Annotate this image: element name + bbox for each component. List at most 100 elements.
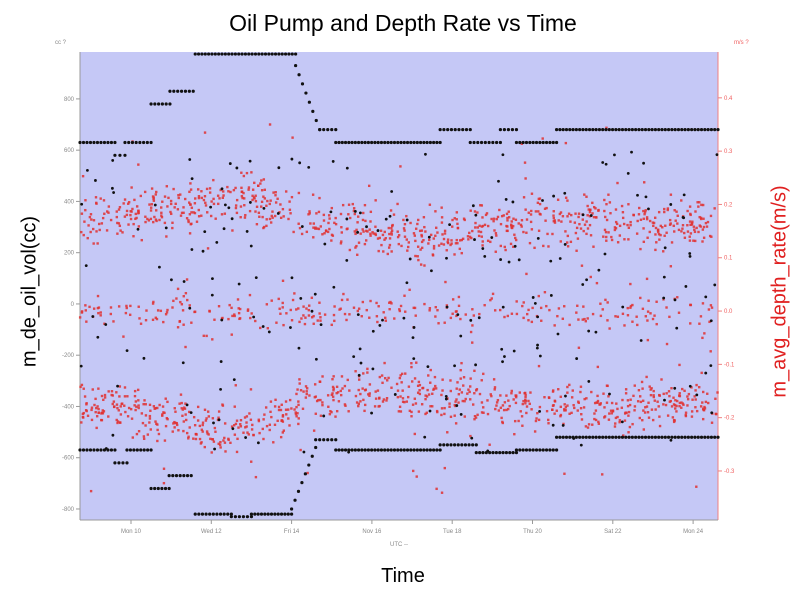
oil-volume-point (696, 128, 700, 132)
depth-rate-point (314, 412, 317, 415)
oil-volume-point (688, 254, 692, 258)
oil-volume-point (160, 102, 164, 106)
depth-rate-point (510, 389, 513, 393)
oil-volume-point (318, 128, 322, 132)
depth-rate-point (185, 278, 189, 281)
depth-rate-point (673, 209, 676, 212)
depth-rate-point (317, 398, 320, 402)
depth-rate-point (602, 235, 605, 238)
depth-rate-point (504, 248, 507, 252)
depth-rate-point (214, 430, 217, 433)
depth-rate-point (440, 407, 444, 410)
depth-rate-point (133, 394, 137, 398)
depth-rate-point (95, 426, 98, 430)
oil-volume-point (604, 435, 608, 439)
oil-volume-point (95, 448, 100, 452)
depth-rate-point (253, 181, 256, 185)
oil-volume-point (88, 448, 93, 452)
depth-rate-point (300, 232, 304, 236)
depth-rate-point (154, 420, 157, 423)
depth-rate-point (675, 210, 678, 213)
depth-rate-point (586, 426, 590, 429)
depth-rate-point (605, 218, 609, 222)
depth-rate-point (260, 179, 263, 182)
depth-rate-point (190, 206, 194, 209)
oil-volume-point (474, 443, 478, 447)
depth-rate-point (184, 197, 187, 201)
depth-rate-point (507, 399, 510, 402)
depth-rate-point (534, 419, 538, 423)
oil-volume-point (213, 447, 216, 451)
oil-volume-point (153, 203, 157, 207)
depth-rate-point (227, 317, 230, 321)
oil-volume-point (106, 140, 110, 145)
depth-rate-point (332, 398, 335, 402)
depth-rate-point (471, 324, 474, 327)
depth-rate-point (694, 389, 697, 392)
depth-rate-point (642, 240, 646, 244)
depth-rate-point (161, 200, 164, 203)
depth-rate-point (575, 226, 579, 230)
depth-rate-point (701, 203, 705, 207)
depth-rate-point (366, 371, 369, 374)
depth-rate-point (529, 213, 533, 216)
depth-rate-point (118, 395, 121, 398)
oil-volume-point (118, 153, 122, 157)
depth-rate-point (99, 197, 102, 200)
depth-rate-point (288, 208, 292, 211)
depth-rate-point (545, 206, 548, 210)
oil-volume-point (470, 436, 474, 440)
depth-rate-point (127, 201, 131, 204)
oil-volume-point (709, 319, 713, 323)
depth-rate-point (284, 190, 288, 193)
depth-rate-point (234, 384, 237, 387)
oil-volume-point (405, 218, 409, 222)
depth-rate-point (413, 377, 417, 380)
depth-rate-point (700, 203, 703, 207)
oil-volume-point (260, 52, 264, 56)
depth-rate-point (234, 206, 238, 210)
depth-rate-point (153, 215, 156, 219)
depth-rate-point (340, 240, 343, 243)
depth-rate-point (666, 208, 669, 212)
depth-rate-point (321, 403, 324, 407)
oil-volume-point (392, 140, 397, 145)
depth-rate-point (640, 380, 644, 384)
oil-volume-point (459, 334, 463, 338)
depth-rate-point (270, 299, 273, 302)
depth-rate-point (462, 376, 466, 379)
depth-rate-point (651, 221, 655, 224)
depth-rate-point (702, 408, 705, 412)
oil-volume-point (405, 140, 410, 145)
depth-rate-point (181, 414, 184, 418)
depth-rate-point (265, 303, 269, 306)
depth-rate-point (304, 385, 308, 388)
depth-rate-point (365, 239, 368, 242)
oil-volume-point (696, 435, 700, 439)
depth-rate-point (260, 189, 264, 192)
depth-rate-point (510, 226, 514, 230)
depth-rate-point (188, 410, 191, 414)
depth-rate-point (652, 224, 655, 228)
depth-rate-point (308, 394, 311, 397)
depth-rate-point (648, 385, 651, 388)
depth-rate-point (208, 187, 212, 190)
oil-volume-point (716, 435, 720, 439)
oil-volume-point (703, 435, 707, 439)
depth-rate-point (178, 320, 181, 323)
depth-rate-point (623, 412, 627, 415)
depth-rate-point (282, 215, 285, 218)
oil-volume-point (326, 438, 330, 442)
depth-rate-point (196, 188, 200, 191)
depth-rate-point (419, 263, 423, 266)
oil-volume-point (409, 448, 413, 452)
depth-rate-point (644, 315, 648, 318)
depth-rate-point (449, 415, 453, 419)
depth-rate-point (376, 320, 379, 324)
oil-volume-point (330, 438, 334, 442)
depth-rate-point (332, 387, 335, 390)
depth-rate-point (594, 207, 597, 210)
depth-rate-point (690, 410, 694, 413)
oil-volume-point (188, 306, 192, 310)
depth-rate-point (515, 300, 518, 303)
